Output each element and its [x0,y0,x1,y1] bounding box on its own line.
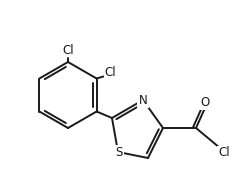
Text: Cl: Cl [62,43,74,56]
Text: N: N [139,94,147,106]
Text: Cl: Cl [105,66,116,79]
Text: Cl: Cl [218,147,230,159]
Text: S: S [115,147,123,159]
Text: O: O [200,96,210,110]
